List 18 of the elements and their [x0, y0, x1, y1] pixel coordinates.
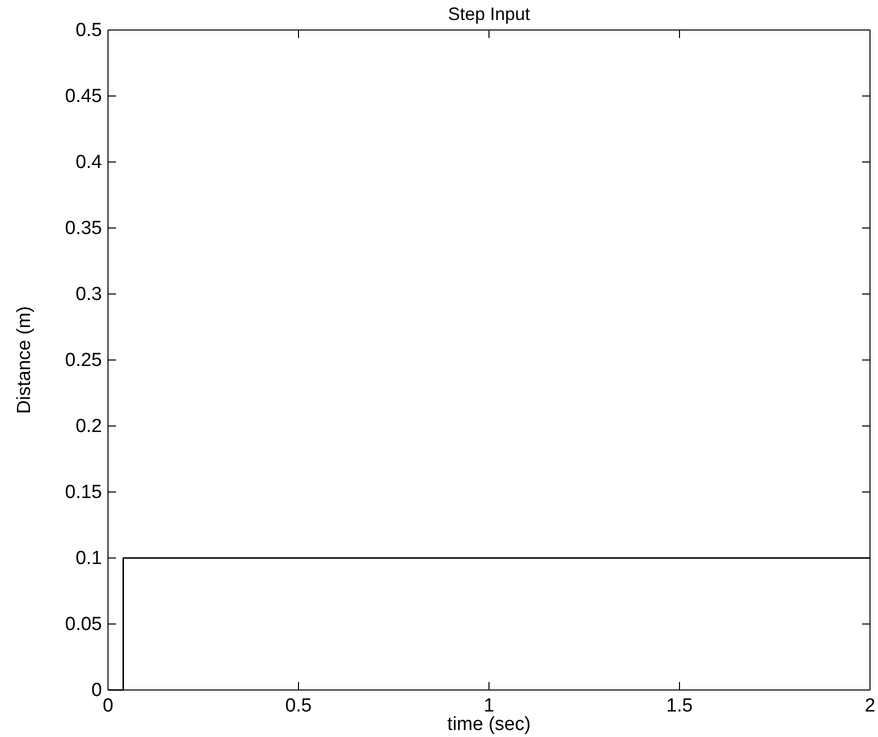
chart-title: Step Input [448, 4, 530, 24]
x-tick-label: 2 [864, 695, 876, 716]
y-tick-label: 0.05 [65, 614, 102, 636]
x-tick-label: 0.5 [285, 695, 312, 716]
y-tick-label: 0.3 [76, 284, 102, 306]
x-tick-label: 1.5 [666, 695, 693, 716]
y-tick-label: 0.2 [76, 416, 102, 438]
x-tick-label: 1 [484, 695, 494, 716]
y-axis-title: Distance (m) [14, 306, 35, 414]
y-tick-label: 0.25 [65, 350, 102, 372]
y-tick-label: 0.4 [76, 152, 102, 174]
y-tick-label: 0.35 [65, 218, 102, 240]
y-tick-label: 0.5 [76, 20, 102, 42]
x-axis-title: time (sec) [447, 714, 531, 735]
y-tick-label: 0.15 [65, 482, 102, 504]
y-tick-label: 0 [91, 680, 102, 702]
y-tick-label: 0.1 [76, 548, 102, 570]
y-tick-label: 0.45 [65, 86, 102, 108]
